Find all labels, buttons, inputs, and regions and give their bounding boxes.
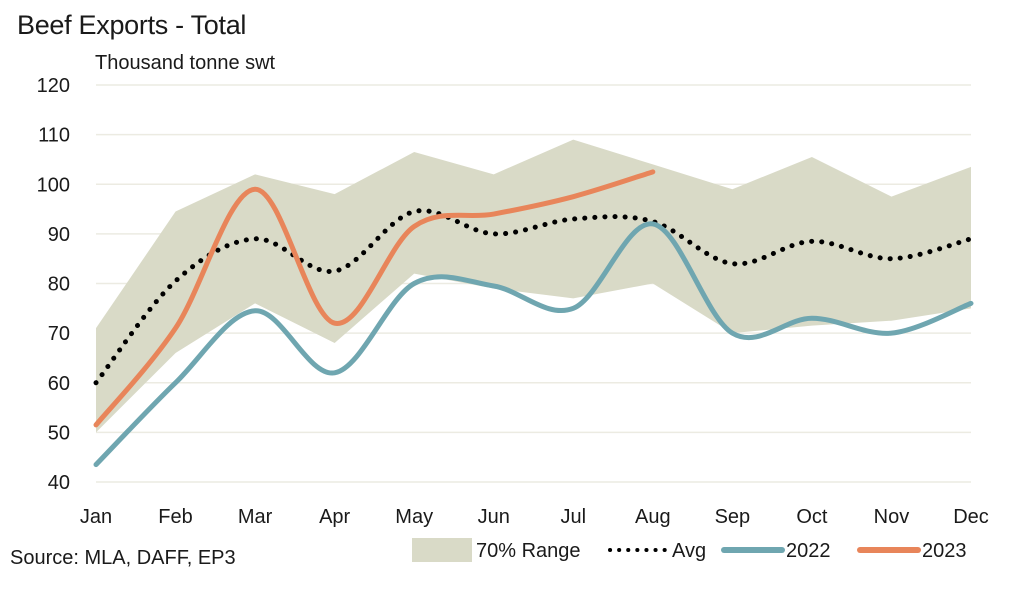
legend-label-range: 70% Range <box>476 540 581 562</box>
range-band <box>96 139 971 433</box>
series-lines <box>93 169 974 468</box>
y-tick-label: 90 <box>48 224 70 246</box>
y-tick-label: 80 <box>48 274 70 296</box>
x-tick-label: Dec <box>953 506 989 528</box>
y-tick-label: 110 <box>38 125 70 147</box>
x-tick-label: May <box>395 506 433 528</box>
y-tick-label: 100 <box>37 174 70 196</box>
x-tick-label: Nov <box>874 506 910 528</box>
y-tick-label: 50 <box>48 422 70 444</box>
range-band-area <box>96 139 971 433</box>
legend-label-avg: Avg <box>672 540 706 562</box>
x-tick-label: Mar <box>238 506 273 528</box>
x-tick-label: Aug <box>635 506 671 528</box>
x-tick-label: Apr <box>319 506 350 528</box>
y-tick-label: 60 <box>48 373 70 395</box>
x-tick-label: Feb <box>158 506 192 528</box>
series-line-avg <box>93 208 974 386</box>
legend-swatch-range <box>412 538 472 562</box>
series-line-2023 <box>93 169 656 428</box>
series-line-2022 <box>93 221 974 468</box>
x-tick-label: Jan <box>80 506 112 528</box>
y-tick-label: 70 <box>48 323 70 345</box>
x-tick-label: Jun <box>478 506 510 528</box>
y-tick-label: 120 <box>37 75 70 97</box>
x-tick-label: Sep <box>715 506 751 528</box>
x-axis-ticks: Jan Feb Mar Apr May Jun Jul Aug Sep Oct Nov Dec <box>80 506 989 528</box>
x-tick-label: Jul <box>560 506 586 528</box>
y-axis-unit-label: Thousand tonne swt <box>95 52 276 74</box>
x-tick-label: Oct <box>796 506 828 528</box>
y-tick-label: 40 <box>48 472 70 494</box>
legend-label-2023: 2023 <box>922 540 967 562</box>
chart-title: Beef Exports - Total <box>17 10 247 40</box>
legend: 70% Range Avg 2022 2023 <box>412 538 967 562</box>
source-note: Source: MLA, DAFF, EP3 <box>10 547 236 569</box>
legend-label-2022: 2022 <box>786 540 831 562</box>
y-axis-ticks: 40 50 60 70 80 90 100 110 120 <box>37 75 70 494</box>
